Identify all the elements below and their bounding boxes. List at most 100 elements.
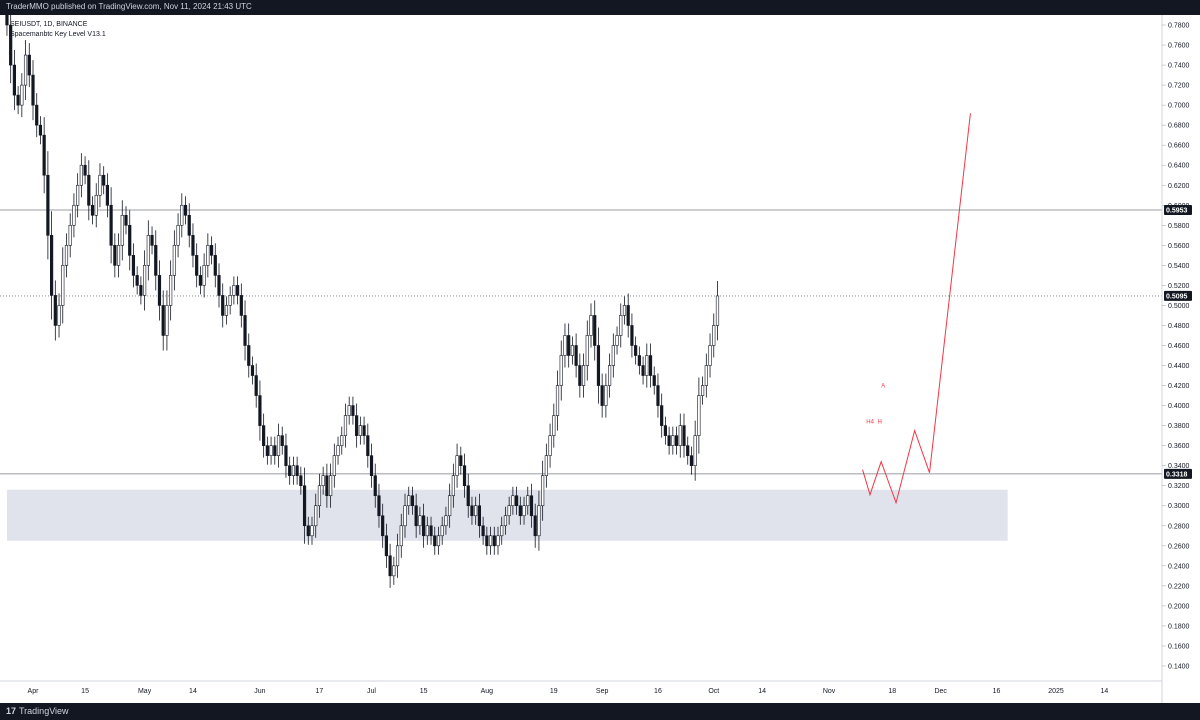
y-tick-label: 0.3400 bbox=[1168, 463, 1190, 470]
price-tags: 0.5953 0.5095 0.3318 bbox=[1164, 204, 1192, 479]
candle-body bbox=[87, 174, 91, 206]
candle-body bbox=[57, 305, 61, 326]
candle-body bbox=[98, 174, 102, 196]
y-tick-label: 0.1800 bbox=[1168, 623, 1190, 630]
candle-body bbox=[23, 54, 28, 86]
candle-body bbox=[113, 245, 117, 266]
candle-body bbox=[340, 435, 344, 446]
candle-body bbox=[128, 225, 132, 256]
candle-body bbox=[336, 445, 340, 456]
candle-body bbox=[262, 425, 266, 446]
candle-body bbox=[708, 345, 712, 366]
candle-body bbox=[410, 495, 415, 507]
price-chart[interactable]: H4 H A 0.7800 0.7600 0.7400 0.7200 0.7000 0.680… bbox=[0, 15, 1200, 703]
y-tick-label: 0.3200 bbox=[1168, 483, 1190, 490]
candle-body bbox=[570, 345, 574, 356]
candle-body bbox=[704, 365, 708, 386]
candle-body bbox=[496, 535, 500, 547]
candle-body bbox=[503, 515, 508, 527]
candle-body bbox=[641, 365, 645, 376]
candle-body bbox=[239, 295, 243, 316]
candle-body bbox=[187, 215, 191, 236]
y-tick-label: 0.4400 bbox=[1168, 363, 1190, 370]
x-tick-label: Aug bbox=[481, 688, 494, 695]
candle-body bbox=[488, 535, 493, 547]
candle-body bbox=[615, 335, 619, 346]
candle-body bbox=[79, 164, 83, 186]
candle-body bbox=[693, 435, 697, 466]
candle-body bbox=[180, 204, 184, 226]
y-tick-label: 0.7600 bbox=[1168, 43, 1190, 50]
candle-body bbox=[109, 204, 113, 246]
candle-body bbox=[195, 255, 199, 276]
candle-body bbox=[157, 275, 162, 306]
candle-body bbox=[38, 124, 43, 136]
key-zone bbox=[6, 489, 1008, 541]
candle-body bbox=[202, 265, 206, 286]
candle-body bbox=[578, 365, 582, 386]
candle-body bbox=[120, 215, 124, 246]
annotation-label: H bbox=[877, 420, 881, 426]
y-tick-label: 0.3600 bbox=[1168, 443, 1190, 450]
candle-body bbox=[421, 515, 426, 537]
x-tick-label: Nov bbox=[823, 688, 836, 695]
price-tag-label: 0.5953 bbox=[1166, 207, 1188, 214]
candle-body bbox=[645, 355, 649, 376]
y-tick-label: 0.7000 bbox=[1168, 103, 1190, 110]
candle-body bbox=[328, 475, 333, 497]
candle-body bbox=[674, 435, 679, 446]
candle-body bbox=[686, 445, 690, 456]
x-tick-label: 2025 bbox=[1048, 688, 1064, 695]
candle-body bbox=[366, 435, 370, 456]
candle-body bbox=[131, 255, 136, 276]
candle-body bbox=[466, 485, 470, 507]
candle-body bbox=[470, 505, 474, 517]
candle-body bbox=[384, 535, 389, 557]
y-tick-label: 0.5000 bbox=[1168, 303, 1190, 310]
candle-body bbox=[135, 275, 139, 286]
candle-body bbox=[191, 235, 195, 256]
x-tick-label: 18 bbox=[888, 688, 896, 695]
candle-body bbox=[667, 435, 671, 446]
candle-body bbox=[302, 485, 307, 527]
publisher-bar: TraderMMO published on TradingView.com, … bbox=[0, 0, 1200, 15]
candle-body bbox=[273, 445, 277, 456]
candle-body bbox=[678, 425, 682, 446]
candle-body bbox=[284, 445, 288, 466]
candle-body bbox=[154, 245, 158, 276]
x-tick-label: 17 bbox=[316, 688, 324, 695]
candle-body bbox=[660, 405, 664, 426]
candle-body bbox=[232, 285, 236, 296]
candle-body bbox=[392, 565, 396, 577]
candle-body bbox=[176, 225, 180, 246]
candle-body bbox=[209, 245, 214, 256]
candle-body bbox=[280, 435, 284, 446]
y-tick-label: 0.2400 bbox=[1168, 563, 1190, 570]
candle-body bbox=[351, 405, 355, 416]
candle-body bbox=[172, 245, 176, 276]
candle-body bbox=[247, 345, 251, 366]
candle-body bbox=[5, 15, 9, 26]
candle-body bbox=[143, 265, 147, 296]
annotation-layer: H4 H A bbox=[866, 384, 885, 426]
candle-body bbox=[689, 455, 694, 466]
price-tag-label: 0.3318 bbox=[1166, 471, 1188, 478]
candle-body bbox=[656, 385, 660, 406]
candle-body bbox=[16, 94, 20, 106]
y-tick-label: 0.3000 bbox=[1168, 503, 1190, 510]
candle-body bbox=[236, 285, 240, 296]
x-tick-label: 16 bbox=[993, 688, 1001, 695]
x-tick-label: Jul bbox=[367, 688, 376, 695]
candle-body bbox=[700, 385, 705, 396]
tradingview-logo[interactable]: 17 TradingView bbox=[6, 706, 69, 716]
candle-body bbox=[325, 475, 329, 497]
y-tick-label: 0.1400 bbox=[1168, 663, 1190, 670]
chart-legend: SEIUSDT, 1D, BINANCE Spacemanbtc Key Lev… bbox=[10, 20, 106, 40]
candle-body bbox=[619, 315, 623, 336]
candle-body bbox=[626, 305, 630, 326]
candle-body bbox=[507, 505, 511, 517]
candle-body bbox=[448, 495, 452, 517]
candle-body bbox=[596, 345, 601, 386]
annotation-label: A bbox=[881, 384, 885, 390]
candle-body bbox=[94, 194, 98, 216]
